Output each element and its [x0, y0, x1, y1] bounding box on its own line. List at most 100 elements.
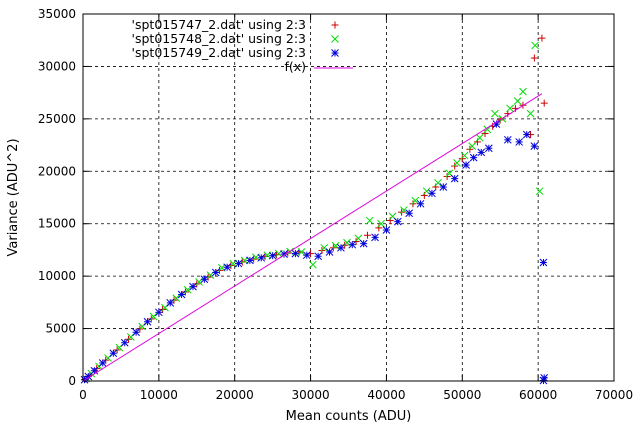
- data-point: [477, 148, 486, 157]
- data-point: [382, 226, 391, 234]
- legend-label: 'spt015747_2.dat' using 2:3: [132, 17, 306, 32]
- data-point: [314, 252, 323, 261]
- data-point: [211, 268, 220, 277]
- data-point: [98, 359, 107, 367]
- series-3: [80, 120, 549, 385]
- data-point: [428, 189, 436, 198]
- x-tick-label: 40000: [367, 388, 405, 402]
- y-axis-title: Variance (ADU^2): [6, 138, 21, 256]
- data-point: [155, 308, 163, 317]
- data-point: [484, 144, 493, 153]
- data-point: [530, 142, 539, 150]
- legend-label: 'spt015748_2.dat' using 2:3: [132, 31, 306, 46]
- data-point: [460, 151, 469, 160]
- data-point: [535, 187, 544, 196]
- data-point: [365, 216, 374, 225]
- data-point: [166, 299, 175, 307]
- y-tick-label: 25000: [38, 112, 76, 126]
- x-tick-label: 0: [79, 388, 87, 402]
- legend-marker: [331, 21, 339, 29]
- data-point: [513, 97, 522, 105]
- data-point: [475, 133, 484, 142]
- legend-marker: [331, 35, 339, 43]
- data-point: [143, 317, 152, 326]
- data-point: [522, 130, 531, 139]
- legend-label: f(x): [284, 59, 306, 74]
- data-point: [200, 275, 209, 284]
- data-point: [491, 109, 499, 118]
- data-point: [377, 219, 385, 228]
- data-point: [453, 159, 461, 167]
- data-point: [434, 178, 442, 187]
- data-point: [371, 233, 379, 242]
- data-point: [363, 231, 371, 239]
- x-tick-label: 70000: [595, 388, 633, 402]
- data-point: [409, 200, 417, 208]
- data-point: [530, 54, 538, 62]
- x-tick-label: 60000: [519, 388, 557, 402]
- data-point: [291, 249, 300, 258]
- y-tick-label: 0: [68, 374, 76, 388]
- x-tick-label: 30000: [291, 388, 329, 402]
- y-tick-label: 35000: [38, 7, 76, 21]
- data-point: [416, 199, 425, 208]
- data-point: [359, 239, 368, 248]
- series-2: [82, 41, 544, 383]
- x-axis-title: Mean counts (ADU): [286, 409, 412, 423]
- y-tick-label: 10000: [38, 269, 76, 283]
- data-point: [320, 243, 329, 252]
- series-layer: [80, 34, 549, 385]
- data-point: [405, 209, 414, 218]
- data-point: [466, 145, 474, 153]
- data-point: [458, 155, 466, 163]
- grid-lines: [83, 14, 614, 381]
- data-point: [506, 104, 514, 113]
- data-point: [411, 196, 420, 205]
- y-tick-label: 20000: [38, 164, 76, 178]
- data-point: [348, 240, 357, 249]
- data-point: [183, 285, 192, 294]
- x-tick-label: 50000: [443, 388, 481, 402]
- y-tick-label: 15000: [38, 217, 76, 231]
- data-point: [503, 135, 512, 144]
- data-point: [443, 173, 451, 181]
- data-point: [109, 349, 118, 358]
- data-point: [538, 34, 546, 42]
- tick-marks: [82, 13, 615, 382]
- data-point: [120, 338, 129, 347]
- data-point: [149, 312, 158, 321]
- data-point: [540, 99, 548, 107]
- data-point: [308, 260, 317, 269]
- tick-labels: 0 10000 20000 30000 40000 50000 60000 70000 0 500…: [38, 7, 633, 402]
- data-point: [450, 174, 459, 183]
- y-tick-label: 30000: [38, 59, 76, 73]
- data-point: [462, 161, 470, 169]
- data-point: [526, 109, 535, 118]
- data-point: [519, 87, 527, 96]
- plot-frame: [82, 13, 615, 382]
- data-point: [177, 290, 186, 299]
- data-point: [90, 366, 99, 375]
- data-point: [268, 251, 277, 260]
- legend: 'spt015747_2.dat' using 2:3'spt015748_2.…: [132, 17, 353, 74]
- x-tick-label: 10000: [140, 388, 178, 402]
- data-point: [297, 248, 306, 256]
- data-point: [515, 138, 524, 146]
- data-point: [539, 258, 548, 267]
- data-point: [337, 243, 345, 252]
- data-point: [531, 41, 539, 50]
- data-point: [468, 142, 477, 150]
- data-point: [234, 259, 243, 268]
- data-point: [257, 253, 266, 262]
- data-point: [223, 263, 231, 272]
- data-point: [189, 282, 197, 291]
- data-point: [400, 206, 408, 214]
- data-point: [325, 248, 334, 256]
- x-tick-label: 20000: [216, 388, 254, 402]
- data-point: [451, 162, 459, 170]
- fit-line: [82, 93, 543, 382]
- data-point: [439, 183, 448, 191]
- legend-label: 'spt015749_2.dat' using 2:3: [132, 45, 306, 60]
- data-point: [302, 251, 311, 260]
